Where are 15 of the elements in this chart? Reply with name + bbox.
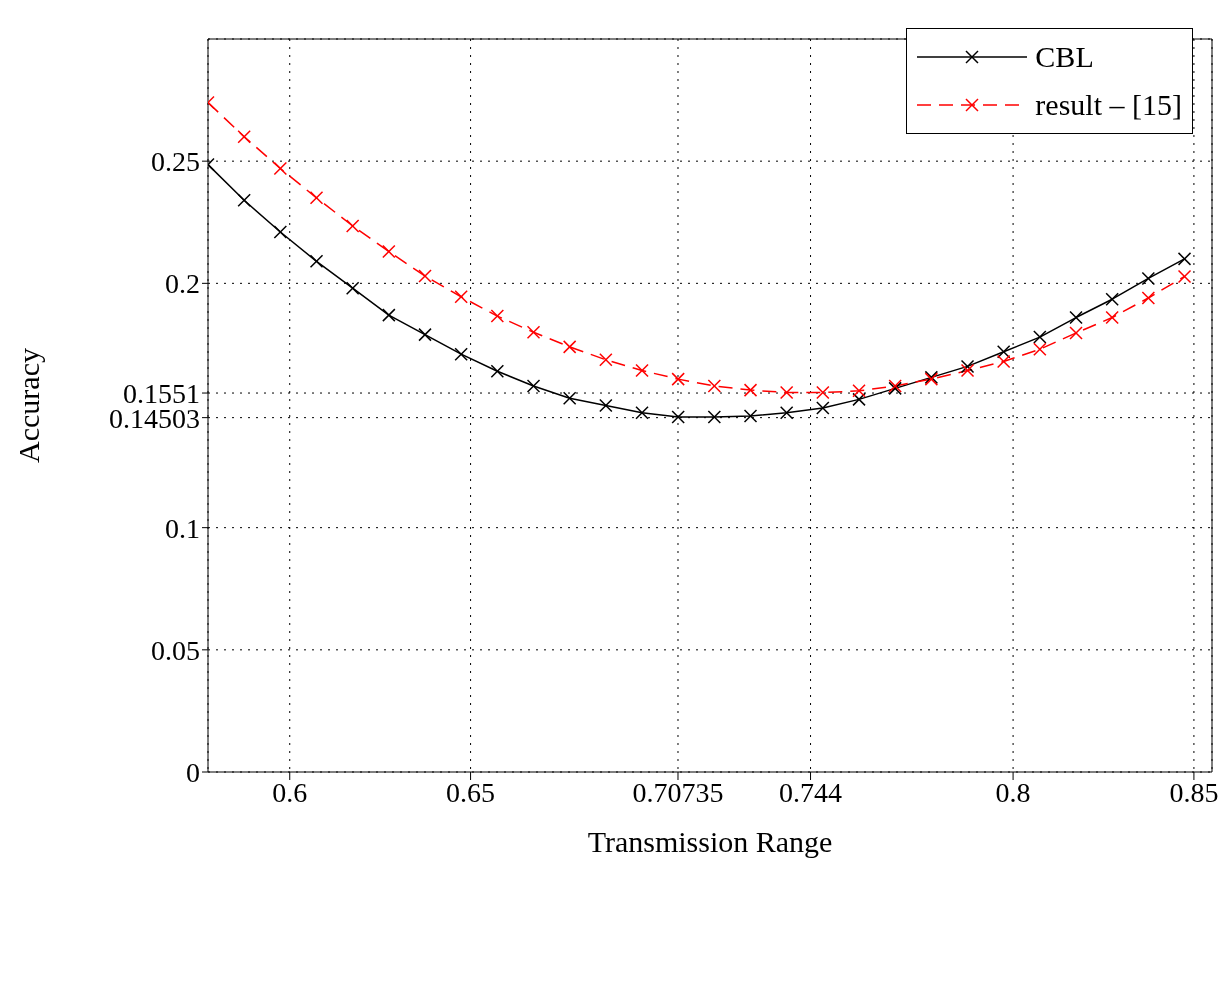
y-tick-label: 0.2 — [165, 268, 200, 300]
x-tick-label: 0.65 — [446, 776, 496, 808]
legend-label: result – [15] — [1035, 88, 1182, 122]
x-axis-title: Transmission Range — [587, 825, 833, 858]
x-tick-label: 0.85 — [1169, 776, 1219, 808]
x-tick-label: 0.744 — [779, 776, 843, 808]
x-tick-label: 0.8 — [995, 776, 1031, 808]
y-tick-label: 0.25 — [151, 146, 200, 178]
y-tick-label: 0.05 — [151, 634, 200, 666]
y-axis-title: Accuracy — [11, 348, 45, 463]
legend-label: CBL — [1035, 40, 1094, 74]
y-tick-label: 0.1 — [165, 512, 200, 544]
x-tick-label: 0.70735 — [632, 776, 724, 808]
x-tick-label: 0.6 — [272, 776, 308, 808]
y-tick-label: 0 — [186, 756, 200, 788]
